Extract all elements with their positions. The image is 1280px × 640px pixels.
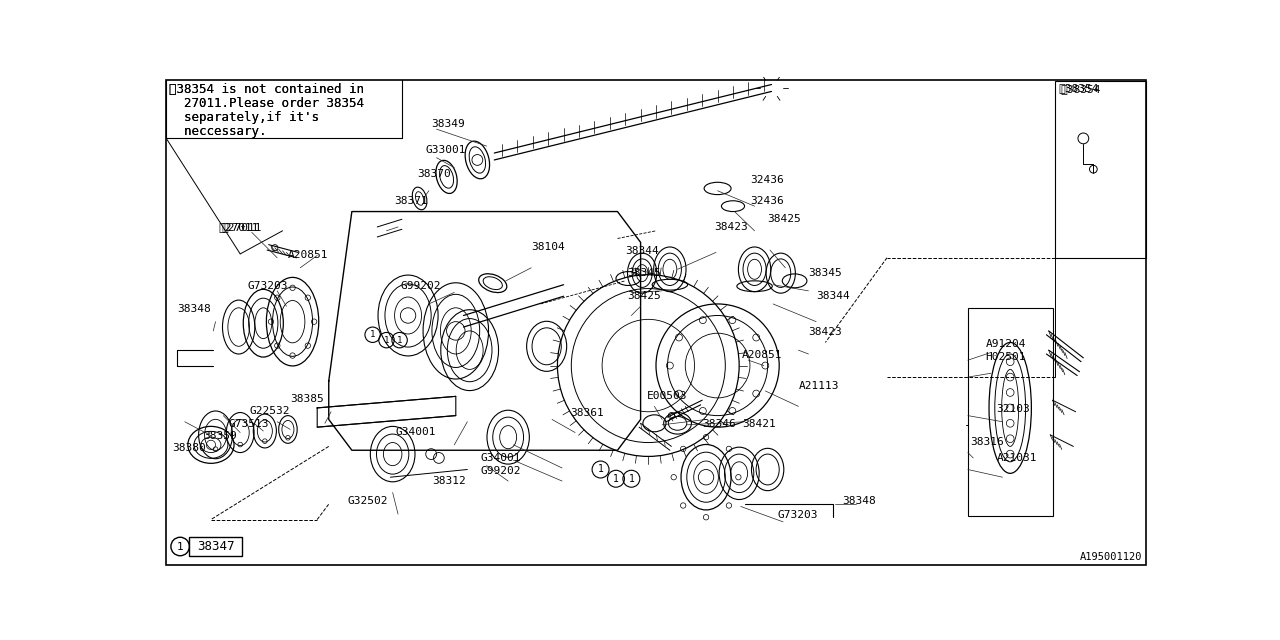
Text: 38348: 38348 xyxy=(842,497,876,506)
Text: 1: 1 xyxy=(384,335,389,344)
Text: 38361: 38361 xyxy=(570,408,603,418)
Text: 38421: 38421 xyxy=(742,419,776,429)
Text: 38345: 38345 xyxy=(627,268,660,278)
Text: G73203: G73203 xyxy=(248,281,288,291)
Text: 38371: 38371 xyxy=(394,196,428,206)
Text: 38423: 38423 xyxy=(809,327,842,337)
Text: 38345: 38345 xyxy=(809,268,842,278)
Text: 1: 1 xyxy=(613,474,620,484)
Text: G73513: G73513 xyxy=(229,419,269,429)
Text: E00503: E00503 xyxy=(646,391,687,401)
Text: G34001: G34001 xyxy=(480,452,521,463)
Text: neccessary.: neccessary. xyxy=(169,125,266,138)
Text: G99202: G99202 xyxy=(401,281,440,291)
Text: 32436: 32436 xyxy=(750,175,783,186)
Text: ‸38354 is not contained in: ‸38354 is not contained in xyxy=(169,83,365,96)
Text: G34001: G34001 xyxy=(396,427,436,437)
Text: 1: 1 xyxy=(628,474,635,484)
Text: G32502: G32502 xyxy=(348,497,389,506)
Text: ※38354 is not contained in: ※38354 is not contained in xyxy=(169,83,365,96)
Text: ※38354: ※38354 xyxy=(1059,83,1098,93)
Text: A20851: A20851 xyxy=(742,350,783,360)
Text: G22532: G22532 xyxy=(250,406,291,417)
Text: A21031: A21031 xyxy=(996,452,1037,463)
Text: H02501: H02501 xyxy=(986,353,1027,362)
Text: 38359: 38359 xyxy=(204,431,237,441)
Text: 32103: 32103 xyxy=(996,404,1030,414)
Text: A21113: A21113 xyxy=(799,381,838,391)
Text: A20851: A20851 xyxy=(288,250,329,260)
Text: 1: 1 xyxy=(370,330,375,339)
Text: 38347: 38347 xyxy=(197,540,234,553)
Text: A195001120: A195001120 xyxy=(1080,552,1143,562)
Text: 38380: 38380 xyxy=(173,442,206,452)
Text: 38423: 38423 xyxy=(714,221,748,232)
Text: G99202: G99202 xyxy=(480,466,521,476)
Bar xyxy=(189,537,242,556)
Text: 38370: 38370 xyxy=(417,169,451,179)
Text: 1: 1 xyxy=(598,465,603,474)
Text: 38346: 38346 xyxy=(703,419,736,429)
Text: 38348: 38348 xyxy=(177,304,211,314)
Text: G33001: G33001 xyxy=(425,145,466,154)
Text: 1: 1 xyxy=(177,541,183,552)
Text: 38385: 38385 xyxy=(291,394,324,404)
Text: 38344: 38344 xyxy=(625,246,659,256)
Text: 38425: 38425 xyxy=(768,214,801,224)
Text: 38312: 38312 xyxy=(433,476,466,486)
Bar xyxy=(1055,81,1146,258)
Text: 1: 1 xyxy=(397,335,402,344)
Text: 38104: 38104 xyxy=(531,243,564,252)
Text: 38349: 38349 xyxy=(431,119,465,129)
Text: A91204: A91204 xyxy=(986,339,1027,349)
Text: 38316: 38316 xyxy=(970,437,1004,447)
Bar xyxy=(968,308,1052,516)
Text: 38344: 38344 xyxy=(817,291,850,301)
Text: ※27011: ※27011 xyxy=(221,221,261,232)
Text: ※38354: ※38354 xyxy=(1060,84,1101,95)
Text: G73203: G73203 xyxy=(778,509,818,520)
Text: neccessary.: neccessary. xyxy=(169,125,266,138)
Text: 38425: 38425 xyxy=(627,291,660,301)
Text: 27011.Please order 38354: 27011.Please order 38354 xyxy=(169,97,365,110)
Text: separately,if it's: separately,if it's xyxy=(169,111,320,124)
Text: ※27011: ※27011 xyxy=(219,221,259,232)
Text: 27011.Please order 38354: 27011.Please order 38354 xyxy=(169,97,365,110)
Text: 32436: 32436 xyxy=(750,196,783,206)
Text: separately,if it's: separately,if it's xyxy=(169,111,320,124)
